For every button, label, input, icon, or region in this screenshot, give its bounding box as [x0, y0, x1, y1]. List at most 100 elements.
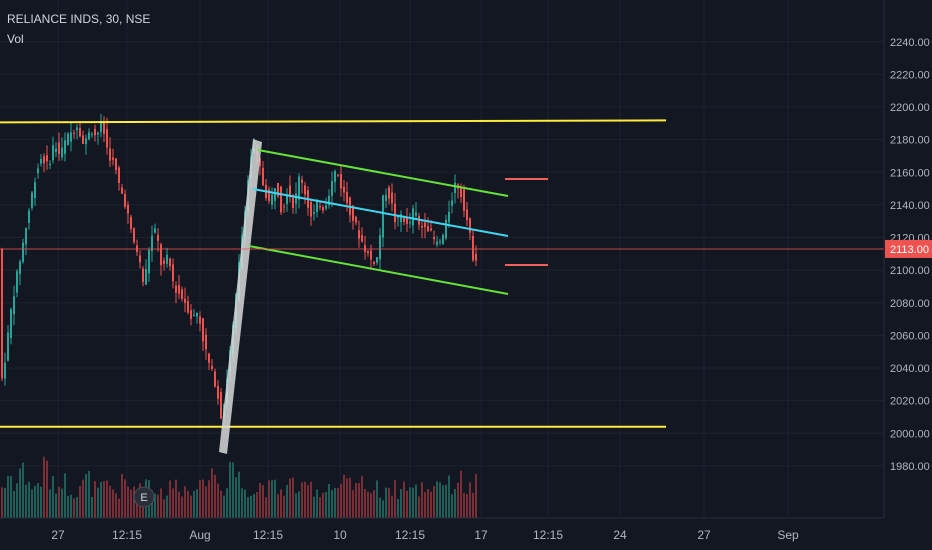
time-tick-label: 12:15	[395, 528, 425, 542]
time-tick-label: 12:15	[112, 528, 142, 542]
volume-bar	[460, 470, 462, 518]
last-price-tag-bg	[885, 239, 932, 258]
candle-body	[445, 219, 447, 239]
volume-bar	[277, 494, 279, 518]
volume-bar	[52, 475, 54, 518]
flag-pole[interactable]	[219, 139, 262, 454]
volume-bar	[298, 491, 300, 518]
volume-bar	[181, 496, 183, 518]
candle-body	[394, 203, 396, 223]
volume-bar	[418, 496, 420, 518]
volume-bar	[214, 474, 216, 518]
volume-bar	[448, 475, 450, 518]
candle-body	[190, 310, 192, 319]
candle-body	[25, 228, 27, 245]
time-tick-label: Aug	[189, 528, 210, 542]
candle-body	[439, 241, 441, 243]
time-tick-label: 12:15	[253, 528, 283, 542]
volume-bar	[259, 482, 261, 518]
volume-bar	[19, 468, 21, 518]
channel-mid-line[interactable]	[252, 188, 509, 237]
earnings-event-badge[interactable]	[133, 486, 155, 508]
volume-bar	[322, 492, 324, 518]
candle-body	[310, 201, 312, 217]
candle-body	[166, 254, 168, 264]
volume-bar	[388, 487, 390, 518]
candle-body	[127, 204, 129, 214]
volume-bar	[466, 494, 468, 518]
volume-bar	[235, 477, 237, 518]
candle-body	[7, 332, 9, 361]
candle-body	[397, 216, 399, 219]
candle-body	[295, 193, 297, 204]
candle-body	[430, 228, 432, 231]
channel-lower-line[interactable]	[248, 245, 509, 295]
volume-bar	[199, 480, 201, 518]
candle-body	[313, 212, 315, 214]
volume-bar	[142, 498, 144, 518]
candle-body	[172, 264, 174, 282]
candle-body	[283, 206, 285, 208]
candle-body	[37, 168, 39, 174]
volume-bar	[385, 487, 387, 518]
volume-bar	[88, 471, 90, 518]
volume-bar	[349, 477, 351, 518]
candle-body	[154, 228, 156, 233]
volume-bar	[361, 475, 363, 518]
volume-bar	[175, 479, 177, 518]
price-axis-ticks: 1980.00 2000.00 2020.00 2040.00 2060.00 2080.…	[890, 37, 930, 473]
candle-body	[433, 236, 435, 240]
candle-body	[88, 132, 90, 140]
candle-body	[187, 301, 189, 313]
volume-bar	[103, 481, 105, 518]
candle-body	[13, 296, 15, 315]
candle-body	[301, 179, 303, 183]
volume-bar	[292, 477, 294, 518]
volume-bar	[463, 492, 465, 518]
volume-bar	[346, 478, 348, 518]
drawing-layer[interactable]	[0, 119, 667, 454]
candle-body	[163, 260, 165, 264]
volume-bars	[1, 456, 477, 518]
candle-body	[10, 309, 12, 338]
volume-bar	[391, 495, 393, 518]
volume-bar	[130, 489, 132, 518]
volume-bar	[238, 471, 240, 518]
volume-bar	[421, 482, 423, 518]
symbol-title[interactable]: RELIANCE INDS, 30, NSE	[7, 12, 151, 26]
candle-body	[19, 261, 21, 274]
volume-bar	[187, 490, 189, 518]
candle-body	[328, 195, 330, 205]
volume-bar	[118, 498, 120, 518]
price-axis[interactable]	[884, 0, 932, 518]
candle-body	[142, 268, 144, 282]
candle-body	[298, 176, 300, 200]
volume-bar	[439, 482, 441, 518]
candle-body	[403, 217, 405, 222]
volume-bar	[316, 489, 318, 518]
candle-body	[130, 216, 132, 229]
candle-body	[118, 167, 120, 183]
price-tick-label: 2040.00	[890, 363, 930, 375]
candle-body	[406, 216, 408, 224]
volume-indicator-label[interactable]: Vol	[7, 32, 24, 46]
candle-body	[76, 127, 78, 131]
earnings-event-marker[interactable]: E	[133, 486, 155, 508]
candle-body	[22, 242, 24, 262]
time-tick-label: 17	[474, 528, 488, 542]
volume-bar	[424, 492, 426, 518]
candle-body	[220, 391, 222, 419]
candle-body	[94, 128, 96, 136]
resistance-line[interactable]	[0, 119, 667, 124]
candle-body	[34, 182, 36, 199]
volume-bar	[157, 494, 159, 518]
volume-bar	[475, 473, 477, 518]
candle-body	[61, 147, 63, 158]
candle-body	[286, 194, 288, 204]
volume-bar	[205, 486, 207, 518]
chart-legend: RELIANCE INDS, 30, NSE Vol	[7, 9, 150, 49]
volume-bar	[403, 481, 405, 518]
channel-upper-line[interactable]	[257, 149, 509, 197]
time-axis[interactable]	[0, 518, 932, 550]
